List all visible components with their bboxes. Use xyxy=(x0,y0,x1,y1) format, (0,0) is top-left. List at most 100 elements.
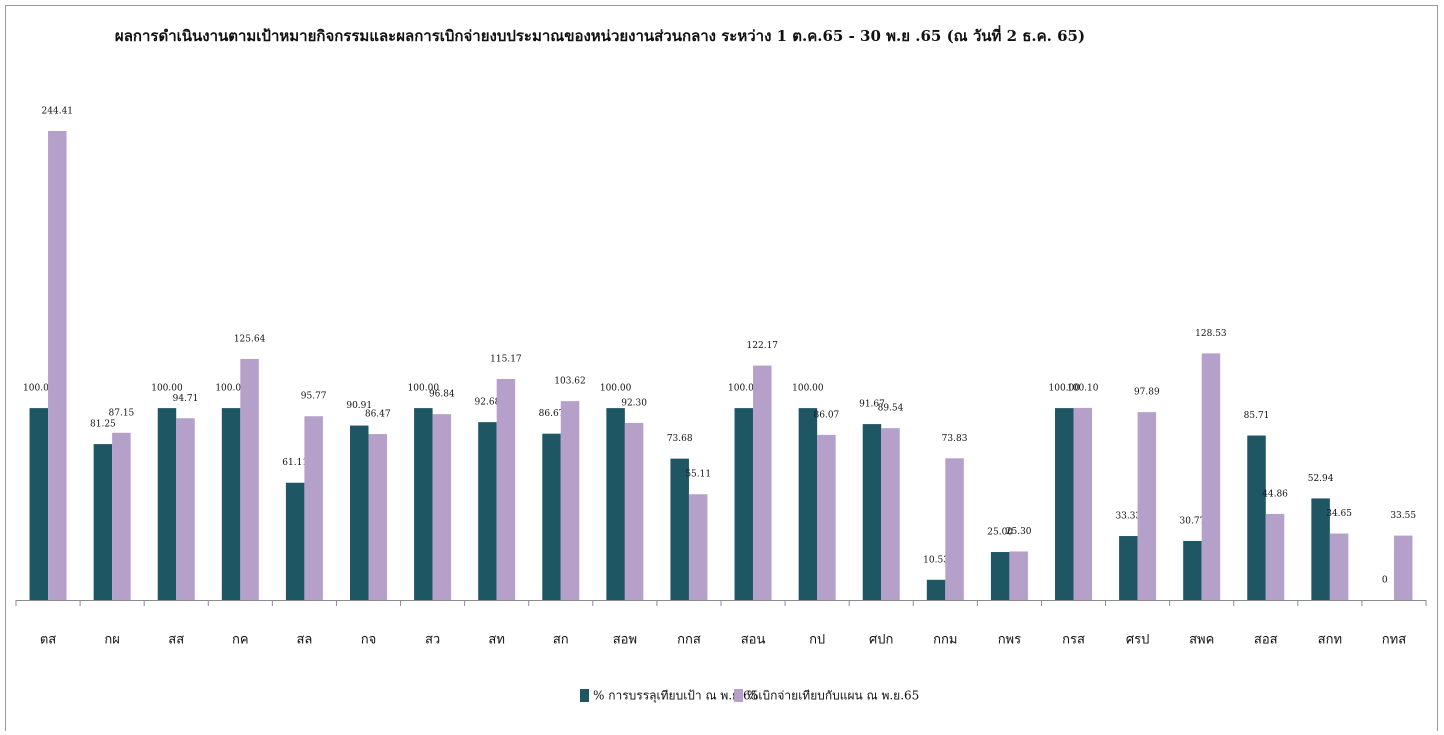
bar xyxy=(1201,353,1221,600)
data-label: 122.17 xyxy=(747,341,779,351)
chart-title: ผลการดำเนินงานตามเป้าหมายกิจกรรมและผลการ… xyxy=(115,25,1085,45)
x-tick-label: กป xyxy=(809,633,825,648)
bar xyxy=(48,131,67,600)
x-tick-label: ศปก xyxy=(869,633,893,648)
data-label: 100.00 xyxy=(792,384,824,394)
x-tick-label: สอน xyxy=(741,633,766,648)
data-label: 94.71 xyxy=(173,394,199,404)
legend-swatch xyxy=(580,689,589,702)
bar xyxy=(1119,536,1138,600)
legend-label: % การบรรลุเทียบเป้า ณ พ.ย.65 xyxy=(593,689,758,704)
data-label: 73.83 xyxy=(942,434,968,444)
x-tick-label: กจ xyxy=(361,633,377,648)
bar xyxy=(560,401,580,600)
bar xyxy=(157,408,177,600)
bar xyxy=(1073,407,1092,600)
data-label: 103.62 xyxy=(554,377,586,387)
x-tick-label: สก xyxy=(553,633,569,648)
data-label: 86.67 xyxy=(539,409,565,419)
data-label: 86.07 xyxy=(814,410,840,420)
bar xyxy=(1055,408,1074,600)
data-label: 100.00 xyxy=(1049,384,1081,394)
data-label: 100.00 xyxy=(408,384,440,394)
data-label: 125.64 xyxy=(234,334,266,344)
data-label: 44.86 xyxy=(1262,489,1288,499)
bar xyxy=(881,428,900,600)
x-tick-label: สอพ xyxy=(613,633,637,648)
x-tick-label: กค xyxy=(232,633,249,648)
bar xyxy=(112,432,131,600)
bar xyxy=(670,458,689,600)
chart-border xyxy=(5,5,1438,735)
bar xyxy=(304,416,323,600)
data-label: 0 xyxy=(1382,576,1388,586)
data-label: 89.54 xyxy=(878,404,904,414)
data-label: 100.00 xyxy=(728,384,760,394)
data-label: 73.68 xyxy=(667,434,693,444)
data-label: 61.11 xyxy=(282,458,308,468)
data-label: 30.77 xyxy=(1180,516,1206,526)
x-tick-label: ศรป xyxy=(1126,633,1150,648)
bar xyxy=(945,458,964,600)
data-label: 85.71 xyxy=(1244,411,1270,421)
data-label: 96.84 xyxy=(429,390,455,400)
data-label: 92.30 xyxy=(621,398,647,408)
data-label: 52.94 xyxy=(1308,474,1334,484)
legend: % การบรรลุเทียบเป้า ณ พ.ย.65%เบิกจ่ายเที… xyxy=(580,689,919,704)
bar xyxy=(624,422,644,600)
bar xyxy=(1009,551,1028,600)
bar xyxy=(176,418,195,600)
bar xyxy=(432,414,452,600)
x-tick-label: กรส xyxy=(1062,633,1085,648)
data-label: 95.77 xyxy=(301,392,327,402)
x-tick-label: กกม xyxy=(933,633,957,648)
data-label: 81.25 xyxy=(90,420,116,430)
x-tick-label: สกท xyxy=(1318,633,1342,648)
bar xyxy=(285,482,305,600)
bar xyxy=(350,425,369,600)
bar xyxy=(1393,535,1413,600)
bar xyxy=(1311,498,1330,600)
x-tick-label: กทส xyxy=(1382,633,1406,648)
data-label: 97.89 xyxy=(1134,388,1160,398)
data-label: 90.91 xyxy=(346,401,372,411)
x-tick-label: สพค xyxy=(1189,633,1214,648)
data-label: 55.11 xyxy=(685,470,711,480)
bar xyxy=(1137,412,1157,600)
x-tick-label: สส xyxy=(168,633,184,648)
bar xyxy=(990,552,1010,600)
bar xyxy=(221,408,241,600)
x-tick-label: กกส xyxy=(677,633,701,648)
data-label: 115.17 xyxy=(490,354,522,364)
bar xyxy=(1247,435,1266,600)
bar xyxy=(1183,540,1202,600)
bar xyxy=(414,408,433,600)
bar xyxy=(798,408,818,600)
x-tick-label: สว xyxy=(425,633,440,648)
x-tick-label: สอส xyxy=(1254,633,1278,648)
bar xyxy=(93,444,113,600)
data-label: 100.10 xyxy=(1067,383,1099,393)
data-label: 100.00 xyxy=(215,384,247,394)
x-tick-label: ตส xyxy=(40,633,56,648)
bar xyxy=(688,494,708,600)
bar xyxy=(926,579,946,600)
data-label: 10.53 xyxy=(923,555,949,565)
x-tick-label: สล xyxy=(296,633,312,648)
data-label: 100.00 xyxy=(151,384,183,394)
x-tick-label: กผ xyxy=(104,633,120,648)
data-label: 100.00 xyxy=(23,384,55,394)
data-label: 92.68 xyxy=(475,398,501,408)
legend-label: %เบิกจ่ายเทียบกับแผน ณ พ.ย.65 xyxy=(747,689,919,703)
data-label: 33.33 xyxy=(1115,512,1141,522)
bar xyxy=(1265,513,1285,600)
bar xyxy=(478,422,497,600)
data-label: 91.67 xyxy=(859,400,885,410)
data-label: 244.41 xyxy=(42,107,74,117)
data-label: 86.47 xyxy=(365,410,391,420)
x-tick-label: สท xyxy=(488,633,505,648)
data-label: 128.53 xyxy=(1195,329,1227,339)
bar xyxy=(496,378,516,600)
bar xyxy=(29,408,49,600)
